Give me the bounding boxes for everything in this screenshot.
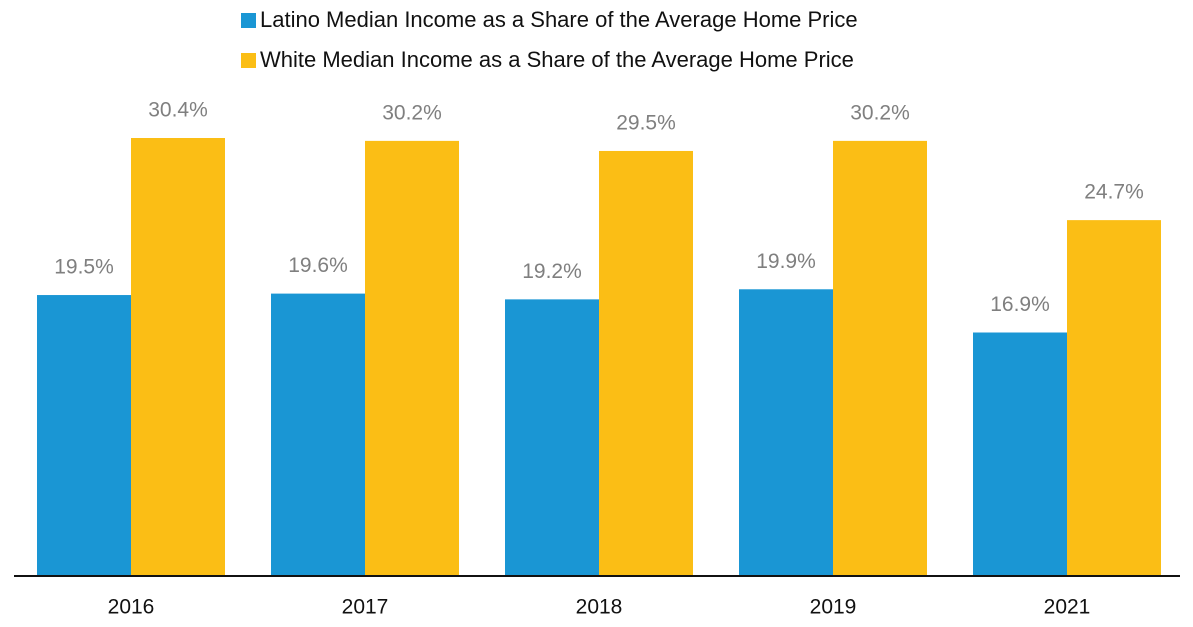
- data-label: 16.9%: [990, 293, 1050, 316]
- data-label: 19.9%: [756, 250, 816, 273]
- legend-swatch: [241, 13, 256, 28]
- bar: [1067, 220, 1161, 576]
- legend-label: Latino Median Income as a Share of the A…: [260, 7, 858, 32]
- data-label: 30.4%: [148, 99, 208, 122]
- bar: [973, 332, 1067, 576]
- bar: [599, 150, 693, 576]
- bar: [271, 293, 365, 576]
- data-label: 30.2%: [382, 101, 442, 124]
- x-tick-label: 2016: [108, 596, 155, 619]
- x-tick-label: 2017: [342, 596, 389, 619]
- bar: [365, 140, 459, 576]
- data-label: 29.5%: [616, 112, 676, 135]
- bar: [739, 289, 833, 576]
- data-label: 19.6%: [288, 254, 348, 277]
- legend-swatch: [241, 53, 256, 68]
- x-tick-label: 2021: [1044, 596, 1091, 619]
- bar: [833, 140, 927, 576]
- data-label: 19.2%: [522, 260, 582, 283]
- bar: [505, 299, 599, 576]
- x-tick-label: 2019: [810, 596, 857, 619]
- bar: [37, 295, 131, 576]
- data-label: 30.2%: [850, 101, 910, 124]
- x-tick-label: 2018: [576, 596, 623, 619]
- data-label: 19.5%: [54, 256, 114, 279]
- bar: [131, 138, 225, 576]
- legend-label: White Median Income as a Share of the Av…: [260, 47, 854, 72]
- data-label: 24.7%: [1084, 181, 1144, 204]
